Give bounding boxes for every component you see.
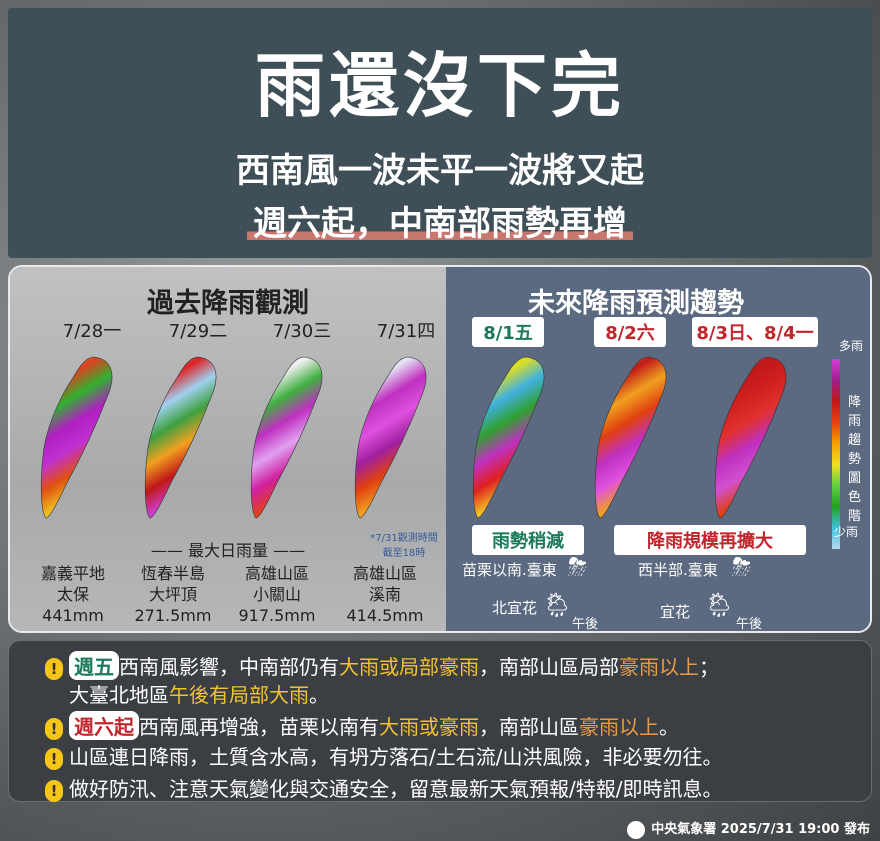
- site-area: 嘉義平地: [40, 564, 105, 583]
- forecast-date: 8/1五: [472, 317, 544, 347]
- forecast-section: 未來降雨預測趨勢 8/1五 8/2六 8/3日、8/4一 多雨 降雨趨勢圖色階 …: [446, 267, 870, 632]
- max-rain-label: —— 最大日雨量 ——: [150, 541, 306, 560]
- rainfall-map: [714, 356, 787, 519]
- weather-region: 苗栗以南.臺東: [462, 561, 557, 579]
- max-rain-site: 恆春半島大坪頂 271.5mm: [128, 563, 218, 626]
- trend-label-red: 降雨規模再擴大: [614, 525, 806, 555]
- sun-thunder-icon: 🌦: [704, 591, 735, 619]
- alert-item: ! 山區連日降雨，土質含水高，有坍方落石/土石流/山洪風險，非必要勿往。: [45, 741, 722, 770]
- forecast-title: 未來降雨預測趨勢: [528, 288, 744, 319]
- rainfall-map: [250, 356, 323, 519]
- rainfall-map: [40, 356, 113, 519]
- rainfall-map: [472, 356, 545, 519]
- site-amount: 271.5mm: [134, 606, 212, 625]
- site-area: 恆春半島: [140, 564, 205, 583]
- site-area: 高雄山區: [352, 564, 417, 583]
- date-label: 7/29二: [168, 321, 228, 342]
- site-amount: 441mm: [42, 606, 104, 625]
- date-label: 7/28一: [62, 321, 122, 342]
- forecast-date: 8/2六: [594, 317, 666, 347]
- site-station: 小關山: [252, 585, 301, 604]
- date-label: 7/30三: [272, 321, 332, 342]
- max-rain-site: 高雄山區溪南 414.5mm: [340, 563, 430, 626]
- weather-region: 北宜花: [492, 599, 538, 617]
- site-station: 太保: [56, 585, 89, 604]
- site-amount: 917.5mm: [238, 606, 316, 625]
- alert-item-continued: 大臺北地區午後有局部大雨。: [69, 683, 329, 707]
- footer-credit: 中央氣象署 2025/7/31 19:00 發布: [627, 818, 870, 839]
- header-panel: 雨還沒下完 西南風一波未平一波將又起 週六起，中南部雨勢再增: [8, 8, 872, 258]
- legend-title: 降雨趨勢圖色階: [848, 395, 862, 524]
- legend-color-bar: [832, 359, 840, 549]
- legend-bottom: 少雨: [833, 525, 858, 539]
- observation-note: *7/31觀測時間截至18時: [370, 533, 438, 559]
- max-rain-site: 嘉義平地太保 441mm: [28, 563, 118, 626]
- cwa-logo-icon: [627, 820, 646, 839]
- max-rain-site: 高雄山區小關山 917.5mm: [232, 563, 322, 626]
- afternoon-label: 午後: [572, 617, 599, 632]
- date-label: 7/31四: [376, 321, 436, 342]
- site-station: 溪南: [368, 585, 401, 604]
- site-area: 高雄山區: [244, 564, 309, 583]
- rainfall-map: [594, 356, 667, 519]
- rainfall-panel: 過去降雨觀測 7/28一 7/29二 7/30三 7/31四 —— 最大日雨量 …: [8, 265, 872, 633]
- rainfall-map: [144, 356, 217, 519]
- legend-top: 多雨: [838, 339, 863, 353]
- warning-icon: !: [45, 747, 63, 770]
- warning-icon: !: [45, 779, 63, 802]
- trend-label-green: 雨勢稍減: [472, 525, 584, 555]
- thunderstorm-icon: ⛈: [732, 553, 752, 581]
- afternoon-label: 午後: [736, 617, 763, 632]
- subtitle: 西南風一波未平一波將又起: [236, 151, 644, 191]
- past-title: 過去降雨觀測: [147, 288, 309, 319]
- forecast-date: 8/3日、8/4一: [692, 317, 818, 347]
- site-station: 大坪頂: [148, 585, 197, 604]
- alert-item: ! 週五 西南風影響，中南部仍有大雨或局部豪雨，南部山區局部豪雨以上；: [45, 651, 719, 680]
- main-title: 雨還沒下完: [255, 45, 625, 127]
- warning-icon: !: [45, 657, 63, 680]
- warning-icon: !: [45, 717, 63, 740]
- thunderstorm-icon: ⛈: [568, 553, 588, 581]
- alert-item: ! 週六起 西南風再增強，苗栗以南有大雨或豪雨，南部山區豪雨以上。: [45, 711, 679, 740]
- site-amount: 414.5mm: [346, 606, 424, 625]
- rainfall-map: [354, 356, 427, 519]
- highlight-subtitle: 週六起，中南部雨勢再增: [247, 196, 633, 245]
- sun-thunder-icon: 🌦: [542, 591, 573, 619]
- alert-item: ! 做好防汛、注意天氣變化與交通安全，留意最新天氣預報/特報/即時訊息。: [45, 773, 722, 802]
- weather-region: 宜花: [660, 603, 691, 621]
- weather-region: 西半部.臺東: [638, 561, 718, 579]
- past-observation-section: 過去降雨觀測 7/28一 7/29二 7/30三 7/31四 —— 最大日雨量 …: [10, 267, 446, 631]
- alerts-panel: ! 週五 西南風影響，中南部仍有大雨或局部豪雨，南部山區局部豪雨以上； 大臺北地區午…: [8, 640, 872, 802]
